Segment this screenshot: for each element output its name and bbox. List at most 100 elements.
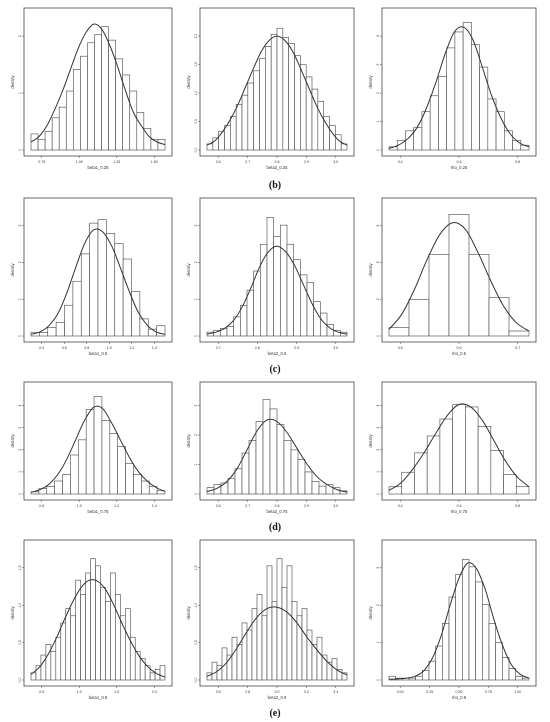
x-tick-label: 2.8 — [275, 504, 280, 508]
histogram-bar — [495, 641, 503, 681]
x-tick-label: 0.00 — [397, 690, 404, 694]
plot-frame — [23, 7, 173, 157]
x-tick-label: 1.4 — [152, 504, 157, 508]
histogram-bar — [306, 282, 314, 337]
x-tick-label: 3.0 — [275, 690, 280, 694]
y-tick-label: 2 — [376, 604, 380, 606]
x-axis-label: rho_0.25 — [451, 165, 468, 170]
histogram-bar — [122, 258, 132, 337]
histogram-bar — [482, 604, 490, 681]
y-tick-label: 0.5 — [194, 640, 198, 645]
histogram-bar — [46, 486, 55, 495]
histogram-bar — [468, 566, 476, 681]
histogram-panel-beta2-0-75: 2.6 2.7 2.8 2.9 3.0 beta2_0.75 0 1 2 3 density — [186, 378, 358, 520]
y-axis-label: density — [10, 262, 15, 276]
histogram-bar — [241, 94, 249, 151]
histogram-bar — [448, 214, 470, 337]
histogram-bar — [435, 645, 443, 681]
histogram-bar — [439, 418, 453, 495]
histogram-svg: 0.5 0.6 0.7 rho_0.5 0 2 4 6 density — [368, 197, 537, 356]
y-tick-label: 2 — [18, 449, 22, 451]
x-tick-label: 2.8 — [245, 690, 250, 694]
histogram-bar — [55, 636, 62, 681]
histogram-bar — [221, 647, 228, 681]
histogram-bar — [508, 330, 530, 337]
histogram-bar — [408, 299, 430, 337]
x-tick-label: 0.4 — [398, 160, 403, 164]
histogram-svg: 0.5 1.0 1.5 2.0 beta1_0.9 0.0 0.5 1.0 1.5 density — [10, 539, 173, 700]
histogram-bar — [236, 644, 243, 681]
histogram-bar — [261, 615, 268, 681]
histogram-bar — [115, 594, 121, 681]
histogram-bar — [148, 486, 158, 495]
y-tick-label: 0 — [18, 493, 22, 495]
y-tick-label: 1 — [18, 298, 22, 300]
histogram-bar — [93, 396, 103, 495]
y-tick-label: 1 — [194, 298, 198, 300]
histogram-bar — [488, 297, 510, 337]
y-tick-label: 1 — [376, 471, 380, 473]
histogram-bar — [286, 565, 293, 681]
histogram-bar — [311, 481, 320, 495]
x-tick-label: 0.75 — [38, 160, 45, 164]
histogram-bar — [283, 440, 292, 495]
x-tick-label: 1.25 — [113, 160, 120, 164]
histogram-bar — [230, 116, 237, 151]
y-axis-label: density — [10, 605, 15, 619]
y-tick-label: 6 — [376, 224, 380, 226]
y-axis-label: density — [368, 74, 373, 88]
histogram-bar — [73, 69, 81, 151]
histogram-bar — [101, 420, 111, 495]
histogram-bar — [446, 47, 456, 151]
density-curve — [388, 222, 530, 332]
histogram-bar — [271, 601, 278, 681]
histogram-bar — [60, 622, 67, 681]
caption-b: (b) — [268, 180, 282, 191]
histogram-bar — [58, 106, 67, 151]
caption-e: (e) — [269, 708, 281, 719]
histogram-bar — [131, 291, 141, 337]
histogram-panel-beta1-0-25: 0.75 1.00 1.25 1.50 beta1_0.25 0 1 2 density — [10, 4, 176, 176]
y-tick-label: 3 — [194, 224, 198, 226]
histogram-bar — [246, 629, 253, 681]
x-tick-label: 3.2 — [304, 690, 309, 694]
x-tick-label: 0.8 — [515, 504, 520, 508]
histogram-bar — [471, 44, 480, 151]
density-curve — [206, 418, 348, 493]
histogram-svg: 0.00 0.25 0.50 0.75 1.00 rho_0.9 0 1 2 3 density — [368, 539, 537, 700]
histogram-bar — [281, 586, 288, 681]
histogram-bar — [442, 623, 450, 681]
y-tick-label: 1 — [376, 120, 380, 122]
x-tick-label: 0.8 — [84, 346, 89, 350]
histogram-bar — [80, 55, 88, 151]
histogram-bar — [317, 100, 324, 151]
histogram-bar — [265, 46, 272, 151]
histogram-bar — [408, 677, 416, 681]
histogram-panel-rho-0-5: 0.5 0.6 0.7 rho_0.5 0 2 4 6 density — [368, 194, 540, 362]
density-curve — [206, 245, 348, 335]
histogram-bar — [80, 253, 90, 337]
histogram-bar — [415, 675, 423, 681]
x-tick-label: 0.5 — [39, 690, 44, 694]
histogram-bar — [70, 615, 76, 681]
histogram-bar — [240, 305, 248, 337]
caption-d: (d) — [268, 522, 282, 533]
histogram-bar — [226, 326, 234, 337]
histogram-bar — [429, 95, 439, 151]
density-curve — [30, 405, 166, 493]
histogram-bar — [512, 140, 522, 151]
x-tick-label: 2.9 — [294, 346, 299, 350]
density-curve — [30, 228, 166, 335]
histogram-bar — [276, 27, 284, 151]
histogram-bar — [87, 42, 95, 151]
x-tick-label: 1.2 — [114, 504, 119, 508]
histogram-bar — [39, 332, 49, 337]
x-tick-label: 2.6 — [216, 690, 221, 694]
x-tick-label: 0.6 — [457, 504, 462, 508]
x-tick-label: 1.00 — [514, 690, 521, 694]
histogram-svg: 2.6 2.7 2.8 2.9 3.0 beta2_0.75 0 1 2 3 density — [186, 381, 355, 514]
histogram-bar — [220, 482, 229, 495]
x-axis-label: beta1_0.5 — [89, 351, 108, 356]
histogram-bar — [318, 485, 327, 495]
histogram-bar — [227, 477, 236, 495]
